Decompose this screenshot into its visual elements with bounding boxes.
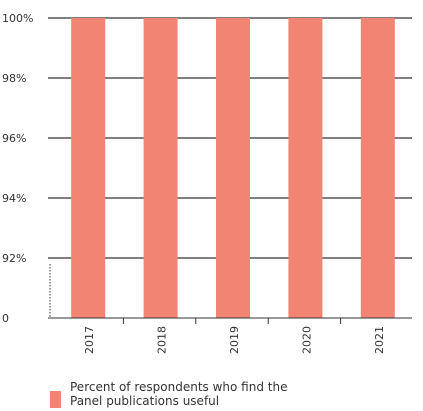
legend-label: Percent of respondents who find the Pane… bbox=[70, 380, 288, 408]
bar-2018 bbox=[143, 18, 178, 318]
bar-2021 bbox=[360, 18, 395, 318]
y-tick-label: 0 bbox=[2, 312, 9, 325]
bar-2017 bbox=[71, 18, 106, 318]
x-tick-label: 2019 bbox=[228, 326, 241, 354]
x-tick-label: 2018 bbox=[156, 326, 169, 354]
y-tick-label: 96% bbox=[2, 132, 26, 145]
x-tick-label: 2021 bbox=[373, 326, 386, 354]
y-tick-label: 100% bbox=[2, 12, 33, 25]
x-axis-tick-labels: 2017 2018 2019 2020 2021 bbox=[83, 326, 386, 354]
legend-swatch bbox=[50, 391, 61, 408]
y-tick-label: 94% bbox=[2, 192, 26, 205]
y-tick-label: 98% bbox=[2, 72, 26, 85]
bars bbox=[71, 18, 395, 318]
bar-2020 bbox=[288, 18, 323, 318]
x-tick-label: 2020 bbox=[300, 326, 313, 354]
y-tick-label: 92% bbox=[2, 252, 26, 265]
y-axis-tick-labels: 0 92% 94% 96% 98% 100% bbox=[2, 12, 33, 325]
x-tick-label: 2017 bbox=[83, 326, 96, 354]
axes bbox=[48, 264, 412, 324]
bar-2019 bbox=[215, 18, 251, 318]
legend: Percent of respondents who find the Pane… bbox=[50, 380, 410, 408]
